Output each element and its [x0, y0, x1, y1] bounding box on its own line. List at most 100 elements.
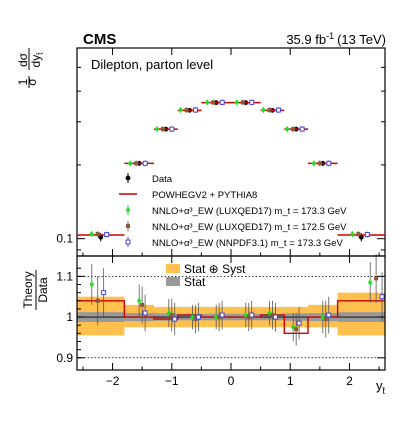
theory-point	[364, 232, 370, 238]
theory-point	[178, 107, 183, 114]
theory-point	[160, 127, 165, 132]
theory-point	[249, 99, 255, 105]
top-y-tick-label: 0.1	[56, 232, 73, 246]
x-axis-subscript: t̄	[382, 386, 386, 396]
ratio-point	[246, 315, 251, 320]
theory-point	[311, 160, 317, 167]
ratio-y-axis-title: Theory Data	[21, 270, 50, 310]
legend-label: NNLO+α³_EW (LUXQED17) m_t = 173.3 GeV	[152, 206, 347, 217]
ratio-point	[379, 294, 385, 300]
svg-text:dσ: dσ	[16, 52, 30, 67]
ratio-point	[195, 314, 201, 320]
ratio-bands	[77, 292, 385, 336]
theory-point	[127, 160, 133, 167]
ratio-point	[323, 317, 328, 322]
theory-point	[234, 99, 240, 106]
theory-point	[299, 126, 305, 132]
theory-point	[275, 107, 281, 113]
svg-text:Theory: Theory	[21, 271, 35, 308]
svg-text:dyt̄: dyt̄	[29, 52, 45, 68]
legend-label: Data	[152, 174, 173, 185]
ratio-legend-label: Stat ⊕ Syst	[184, 262, 246, 276]
legend-label: NNLO+α³_EW (LUXQED17) m_t = 172.5 GeV	[152, 222, 347, 233]
ratio-y-tick-label: 1	[66, 310, 73, 324]
ratio-point	[367, 279, 373, 286]
ratio-point	[294, 327, 299, 332]
ratio-point	[219, 312, 225, 318]
theory-point	[169, 126, 175, 132]
ratio-point	[172, 316, 178, 322]
powheg-ratio-line	[77, 300, 385, 335]
theory-point	[291, 127, 296, 132]
theory-point	[154, 126, 160, 133]
theory-point	[204, 99, 210, 106]
legend-swatch	[126, 224, 130, 228]
ratio-x-tick-label: 0	[228, 374, 235, 388]
top-annotation: Dilepton, parton level	[91, 57, 213, 72]
ratio-legend-swatch	[166, 264, 180, 273]
ratio-point	[296, 320, 302, 326]
ratio-x-tick-label: 1	[287, 374, 294, 388]
ratio-x-tick-label: −1	[165, 374, 179, 388]
ratio-point	[166, 310, 172, 316]
theory-point	[95, 232, 100, 237]
top-series-marks	[77, 99, 385, 242]
svg-text:Data: Data	[36, 277, 50, 303]
ratio-point	[95, 298, 100, 303]
ratio-point	[101, 290, 107, 296]
ratio-legend-swatch	[166, 277, 180, 286]
theory-point	[211, 100, 216, 105]
ratio-point	[89, 281, 95, 288]
theory-point	[219, 99, 225, 105]
theory-point	[134, 161, 139, 166]
ratio-point	[249, 312, 255, 318]
theory-point	[193, 107, 199, 113]
theory-point	[350, 231, 355, 238]
ratio-y-tick-label: 0.9	[56, 351, 73, 365]
theory-point	[89, 231, 94, 238]
ratio-point	[374, 276, 379, 281]
theory-point	[356, 232, 361, 237]
ratio-point	[136, 297, 142, 304]
ratio-axis-ticks: 0.9 1 1.1 −2 −1 0 1 2	[56, 256, 385, 388]
ratio-series-marks	[77, 253, 385, 346]
theory-point	[284, 126, 290, 133]
luminosity-label: 35.9 fb-1 (13 TeV)	[286, 31, 386, 47]
theory-point	[317, 161, 322, 166]
ratio-point	[140, 302, 145, 307]
theory-point	[240, 100, 245, 105]
theory-point	[261, 107, 266, 114]
top-y-axis-title: 1σ dσ dyt̄	[16, 48, 45, 88]
ratio-point	[193, 317, 198, 322]
ratio-point	[243, 312, 249, 319]
theory-point	[267, 108, 272, 113]
legend-label: NNLO+α³_EW (NNPDF3.1) m_t = 173.3 GeV	[152, 238, 343, 249]
ratio-point	[217, 315, 222, 320]
legend-label: POWHEGV2 + PYTHIA8	[152, 190, 257, 201]
ratio-point	[320, 314, 326, 321]
ratio-point	[169, 313, 174, 318]
ratio-x-tick-label: 2	[346, 374, 353, 388]
ratio-point	[213, 314, 219, 321]
ratio-point	[142, 310, 148, 316]
legend-swatch	[125, 239, 131, 245]
legend-swatch	[125, 207, 131, 213]
svg-text:1σ: 1σ	[16, 78, 39, 86]
ratio-legend-label: Stat	[184, 275, 206, 289]
theory-point	[326, 160, 332, 166]
legend-swatch	[125, 175, 131, 181]
ratio-point	[326, 312, 332, 318]
top-legend: Data POWHEGV2 + PYTHIA8 NNLO+α³_EW (LUXQED…	[119, 173, 347, 249]
top-y-ticks: 0.1	[56, 48, 385, 256]
theory-point	[104, 232, 110, 238]
ratio-x-tick-label: −2	[106, 374, 120, 388]
theory-point	[184, 108, 189, 113]
theory-point	[142, 160, 148, 166]
x-axis-title: yt̄	[376, 378, 386, 396]
ratio-point	[272, 314, 278, 320]
ratio-y-tick-label: 1.1	[56, 269, 73, 283]
ratio-point	[270, 313, 275, 318]
experiment-label: CMS	[83, 31, 116, 48]
